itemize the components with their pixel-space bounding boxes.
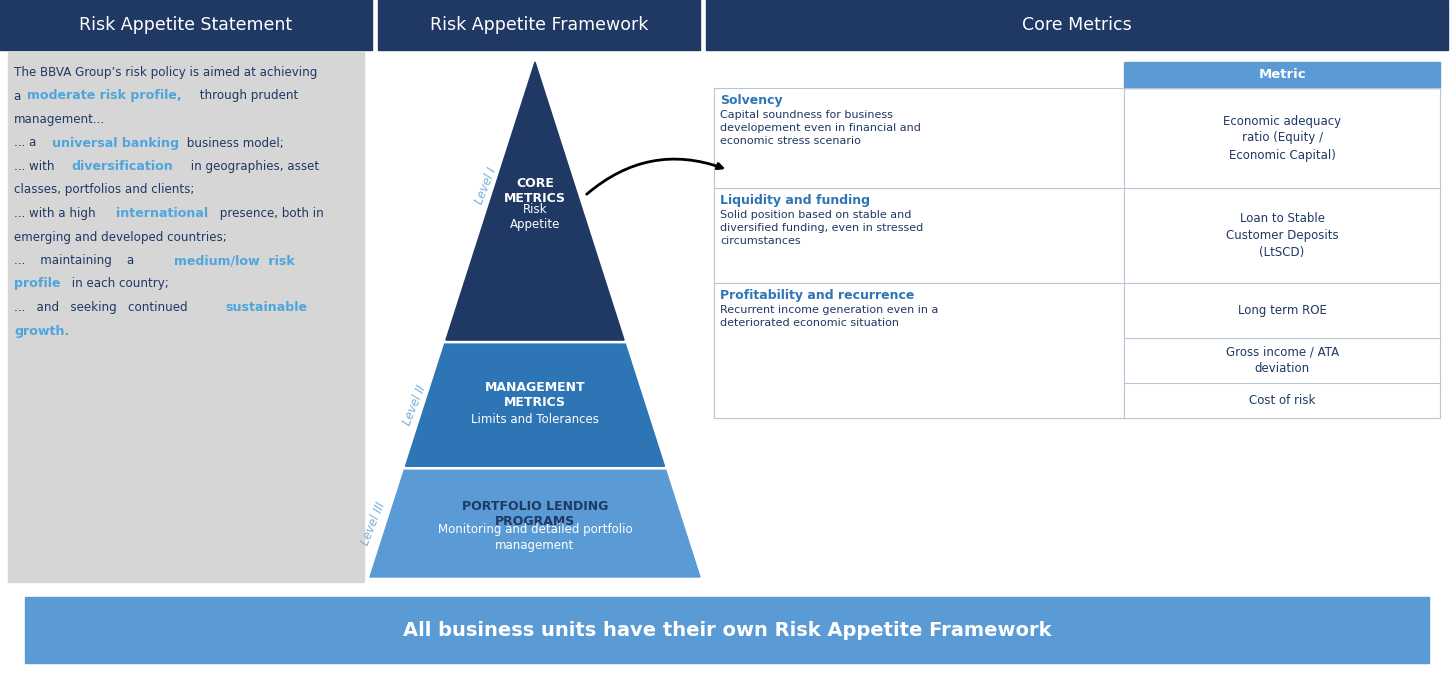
Bar <box>1124 62 1439 88</box>
Bar <box>378 0 699 50</box>
Text: universal banking: universal banking <box>52 136 179 149</box>
Text: moderate risk profile,: moderate risk profile, <box>26 90 182 103</box>
Text: Metric: Metric <box>1258 69 1306 81</box>
Text: Core Metrics: Core Metrics <box>1022 16 1131 34</box>
Text: Level I: Level I <box>473 166 499 206</box>
Text: ... with: ... with <box>15 160 58 173</box>
Text: ... with a high: ... with a high <box>15 207 99 220</box>
Text: through prudent: through prudent <box>196 90 298 103</box>
Text: MANAGEMENT
METRICS: MANAGEMENT METRICS <box>484 381 586 409</box>
Text: international: international <box>116 207 208 220</box>
Text: Risk
Appetite: Risk Appetite <box>510 203 560 231</box>
Bar <box>707 0 1448 50</box>
Text: Solvency: Solvency <box>720 94 782 107</box>
Text: Monitoring and detailed portfolio
management: Monitoring and detailed portfolio manage… <box>438 523 632 552</box>
Text: Profitability and recurrence: Profitability and recurrence <box>720 289 915 302</box>
Text: ... a: ... a <box>15 136 41 149</box>
Text: Level III: Level III <box>359 500 388 547</box>
Bar <box>25 597 1429 663</box>
Text: in geographies, asset: in geographies, asset <box>188 160 320 173</box>
Text: Solid position based on stable and
diversified funding, even in stressed
circums: Solid position based on stable and diver… <box>720 210 923 246</box>
Polygon shape <box>406 344 664 466</box>
Text: in each country;: in each country; <box>68 278 169 291</box>
Polygon shape <box>446 62 624 340</box>
Text: Risk Appetite Statement: Risk Appetite Statement <box>80 16 292 34</box>
Text: Economic adequacy
ratio (Equity /
Economic Capital): Economic adequacy ratio (Equity / Econom… <box>1223 115 1341 162</box>
Text: Loan to Stable
Customer Deposits
(LtSCD): Loan to Stable Customer Deposits (LtSCD) <box>1226 212 1339 259</box>
Text: Long term ROE: Long term ROE <box>1237 304 1326 317</box>
Text: management...: management... <box>15 113 105 126</box>
Text: a: a <box>15 90 25 103</box>
Text: ...   and   seeking   continued: ... and seeking continued <box>15 301 195 314</box>
Text: Limits and Tolerances: Limits and Tolerances <box>471 413 599 426</box>
Text: Level II: Level II <box>401 383 429 427</box>
Text: emerging and developed countries;: emerging and developed countries; <box>15 230 227 244</box>
Text: business model;: business model; <box>183 136 284 149</box>
Text: presence, both in: presence, both in <box>217 207 324 220</box>
Polygon shape <box>369 471 699 577</box>
Text: Cost of risk: Cost of risk <box>1249 394 1316 407</box>
Text: Liquidity and funding: Liquidity and funding <box>720 194 869 207</box>
Text: CORE
METRICS: CORE METRICS <box>505 177 566 205</box>
Text: diversification: diversification <box>71 160 173 173</box>
Text: All business units have their own Risk Appetite Framework: All business units have their own Risk A… <box>403 621 1051 640</box>
Text: Recurrent income generation even in a
deteriorated economic situation: Recurrent income generation even in a de… <box>720 305 938 328</box>
Text: Gross income / ATA
deviation: Gross income / ATA deviation <box>1226 346 1339 375</box>
Bar <box>0 0 372 50</box>
Text: growth.: growth. <box>15 325 70 337</box>
Bar <box>9 52 364 582</box>
Text: sustainable: sustainable <box>225 301 307 314</box>
Text: ...    maintaining    a: ... maintaining a <box>15 254 141 267</box>
Text: Risk Appetite Framework: Risk Appetite Framework <box>430 16 648 34</box>
Text: The BBVA Group’s risk policy is aimed at achieving: The BBVA Group’s risk policy is aimed at… <box>15 66 317 79</box>
Text: classes, portfolios and clients;: classes, portfolios and clients; <box>15 183 195 196</box>
Text: profile: profile <box>15 278 61 291</box>
Text: Capital soundness for business
developement even in financial and
economic stres: Capital soundness for business developem… <box>720 110 920 147</box>
Text: PORTFOLIO LENDING
PROGRAMS: PORTFOLIO LENDING PROGRAMS <box>462 500 608 528</box>
Text: medium/low  risk: medium/low risk <box>174 254 295 267</box>
